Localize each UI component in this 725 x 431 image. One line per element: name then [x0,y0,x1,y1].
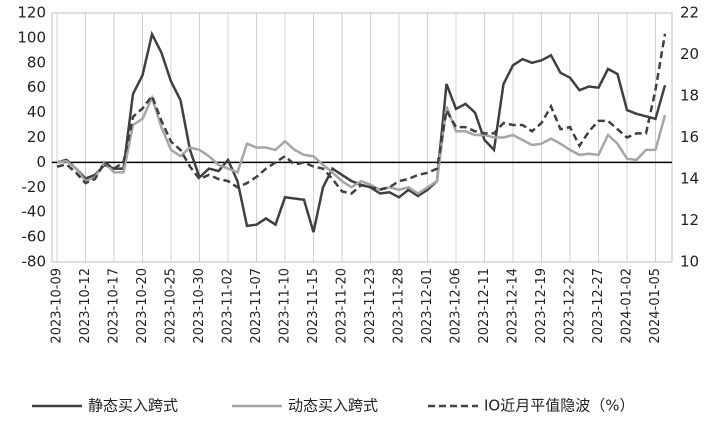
y-tick-label: 100 [17,28,46,46]
legend-label: 静态买入跨式 [88,397,178,415]
series-line [56,30,667,233]
x-tick-label: 2023-10-17 [107,268,122,344]
x-tick-label: 2023-11-15 [306,268,321,344]
series-line [56,94,667,195]
x-tick-label: 2023-10-12 [78,268,93,344]
x-tick-label: 2023-10-25 [164,268,179,344]
series-line [56,33,667,195]
y-tick-label: 40 [27,103,46,121]
y-tick-label: -60 [22,228,47,246]
y2-tick-label: 12 [680,211,699,229]
x-tick-label: 2023-12-19 [534,268,549,344]
y2-tick-label: 22 [680,4,699,22]
x-tick-label: 2023-11-28 [392,268,407,344]
x-tick-label: 2023-10-20 [135,268,150,344]
legend-label: 动态买入跨式 [288,397,378,415]
x-tick-label: 2023-12-11 [477,268,492,344]
x-tick-label: 2023-10-30 [192,268,207,344]
y-tick-label: -80 [22,253,47,271]
y2-tick-label: 20 [680,45,699,63]
x-tick-label: 2024-01-02 [620,268,635,344]
x-tick-label: 2023-10-09 [50,268,65,344]
x-tick-label: 2023-11-10 [278,268,293,344]
x-tick-label: 2023-12-27 [591,268,606,344]
y2-tick-label: 14 [680,170,699,188]
x-tick-label: 2023-11-07 [249,268,264,344]
y-tick-label: -40 [22,203,47,221]
y2-tick-label: 18 [680,87,699,105]
x-tick-label: 2023-11-20 [335,268,350,344]
y-tick-label: 80 [27,53,46,71]
x-tick-label: 2023-12-14 [506,268,521,344]
x-tick-label: 2023-12-22 [563,268,578,344]
x-tick-label: 2024-01-05 [648,268,663,344]
y-tick-label: 20 [27,128,46,146]
y-tick-label: 120 [17,4,46,22]
x-tick-label: 2023-12-01 [420,268,435,344]
legend-label: IO近月平值隐波（%） [484,397,634,415]
x-tick-label: 2023-11-23 [363,268,378,344]
x-tick-label: 2023-11-02 [221,268,236,344]
plot-frame [51,12,673,263]
y-tick-label: -20 [22,178,47,196]
y2-tick-label: 10 [680,253,699,271]
y-tick-label: 60 [27,78,46,96]
y2-tick-label: 16 [680,128,699,146]
y-tick-label: 0 [36,153,46,171]
x-tick-label: 2023-12-06 [449,268,464,344]
